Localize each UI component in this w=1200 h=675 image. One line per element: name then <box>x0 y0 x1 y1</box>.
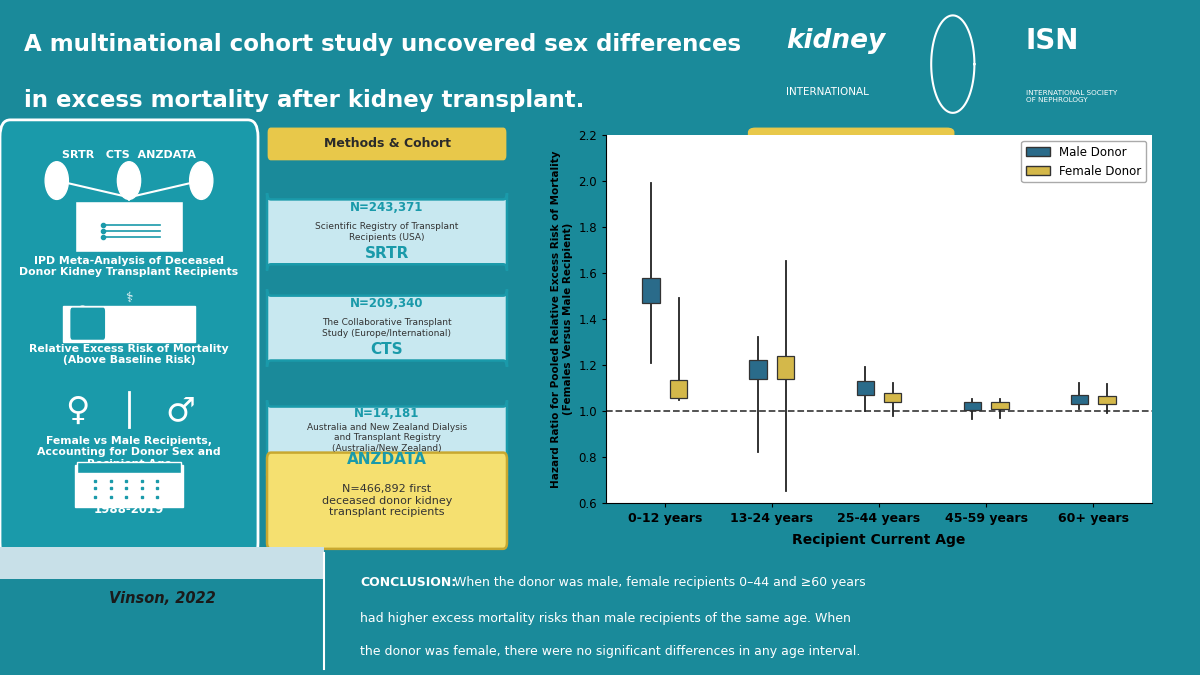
Circle shape <box>74 306 90 331</box>
Text: 1988-2019: 1988-2019 <box>94 503 164 516</box>
FancyBboxPatch shape <box>269 128 505 160</box>
Text: the donor was female, there were no significant differences in any age interval.: the donor was female, there were no sign… <box>360 645 860 658</box>
FancyBboxPatch shape <box>0 547 324 579</box>
Text: N=14,181: N=14,181 <box>354 407 420 421</box>
FancyBboxPatch shape <box>64 306 194 342</box>
FancyBboxPatch shape <box>74 202 184 252</box>
Text: CTS: CTS <box>371 342 403 357</box>
Text: Results: Results <box>826 137 877 151</box>
Circle shape <box>118 162 140 199</box>
FancyBboxPatch shape <box>268 452 506 549</box>
Bar <box>778 356 794 379</box>
Bar <box>991 402 1008 408</box>
Text: kidney: kidney <box>786 28 886 54</box>
Text: Australia and New Zealand Dialysis
and Transplant Registry
(Australia/New Zealan: Australia and New Zealand Dialysis and T… <box>307 423 467 453</box>
Text: in excess mortality after kidney transplant.: in excess mortality after kidney transpl… <box>24 88 584 111</box>
Legend: Male Donor, Female Donor: Male Donor, Female Donor <box>1021 141 1146 182</box>
Text: N=243,371: N=243,371 <box>350 200 424 213</box>
Bar <box>750 360 767 379</box>
Text: The Collaborative Transplant
Study (Europe/International): The Collaborative Transplant Study (Euro… <box>322 319 452 338</box>
FancyBboxPatch shape <box>749 128 954 160</box>
FancyBboxPatch shape <box>268 193 506 271</box>
Bar <box>857 381 874 395</box>
Bar <box>884 393 901 402</box>
FancyBboxPatch shape <box>70 307 106 340</box>
Text: had higher excess mortality risks than male recipients of the same age. When: had higher excess mortality risks than m… <box>360 612 851 625</box>
FancyBboxPatch shape <box>74 465 184 507</box>
Text: Methods & Cohort: Methods & Cohort <box>324 137 450 151</box>
Text: When the donor was male, female recipients 0–44 and ≥60 years: When the donor was male, female recipien… <box>450 576 865 589</box>
Bar <box>642 277 660 303</box>
Text: Vinson, 2022: Vinson, 2022 <box>109 591 215 605</box>
Text: A multinational cohort study uncovered sex differences: A multinational cohort study uncovered s… <box>24 33 742 57</box>
Bar <box>964 402 980 410</box>
Text: Female vs Male Recipients,
Accounting for Donor Sex and
Recipient Age: Female vs Male Recipients, Accounting fo… <box>37 436 221 469</box>
Text: N=466,892 first
deceased donor kidney
transplant recipients: N=466,892 first deceased donor kidney tr… <box>322 484 452 517</box>
Text: Scientific Registry of Transplant
Recipients (USA): Scientific Registry of Transplant Recipi… <box>316 222 458 242</box>
Text: ISN: ISN <box>1026 27 1079 55</box>
Text: SRTR   CTS  ANZDATA: SRTR CTS ANZDATA <box>62 151 196 161</box>
Text: IPD Meta-Analysis of Deceased
Donor Kidney Transplant Recipients: IPD Meta-Analysis of Deceased Donor Kidn… <box>19 256 239 277</box>
Text: ⚕: ⚕ <box>125 291 133 305</box>
FancyBboxPatch shape <box>77 462 181 473</box>
FancyBboxPatch shape <box>268 400 506 476</box>
Text: ♂: ♂ <box>166 394 196 427</box>
FancyBboxPatch shape <box>0 120 258 560</box>
Y-axis label: Hazard Ratio for Pooled Relative Excess Risk of Mortality
(Females Versus Male R: Hazard Ratio for Pooled Relative Excess … <box>551 151 572 487</box>
Circle shape <box>190 162 212 199</box>
Text: SRTR: SRTR <box>365 246 409 261</box>
Bar <box>671 380 688 398</box>
Bar <box>1070 395 1087 404</box>
Text: N=209,340: N=209,340 <box>350 297 424 310</box>
X-axis label: Recipient Current Age: Recipient Current Age <box>792 533 966 547</box>
Text: CONCLUSION:: CONCLUSION: <box>360 576 456 589</box>
Circle shape <box>46 162 68 199</box>
Text: INTERNATIONAL SOCIETY
OF NEPHROLOGY: INTERNATIONAL SOCIETY OF NEPHROLOGY <box>1026 90 1117 103</box>
FancyBboxPatch shape <box>268 290 506 367</box>
Text: INTERNATIONAL: INTERNATIONAL <box>786 87 869 97</box>
Text: ♀: ♀ <box>65 394 90 427</box>
Text: ANZDATA: ANZDATA <box>347 452 427 466</box>
Text: Relative Excess Risk of Mortality
(Above Baseline Risk): Relative Excess Risk of Mortality (Above… <box>29 344 229 365</box>
Bar <box>1098 396 1116 404</box>
